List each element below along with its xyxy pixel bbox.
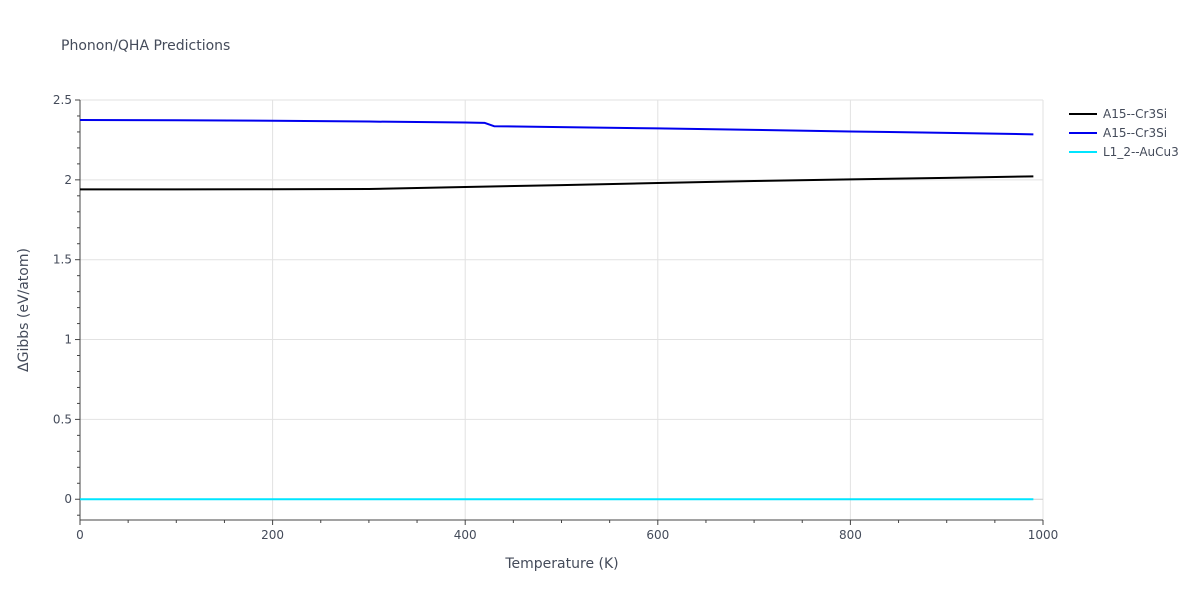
legend-label: L1_2--AuCu3 [1103,145,1179,159]
y-tick-label: 1 [64,333,72,347]
x-tick-label: 200 [261,528,284,542]
axes-layer: 0 200 400 600 800 1000 0 0.5 1 1.5 2 2.5 [53,93,1058,542]
legend-item-3[interactable]: L1_2--AuCu3 [1069,145,1179,159]
x-tick-label: 400 [454,528,477,542]
y-tick-label: 2 [64,173,72,187]
y-tick-label: 0.5 [53,412,72,426]
x-tick-label: 600 [646,528,669,542]
chart-title: Phonon/QHA Predictions [61,38,230,54]
legend[interactable]: A15--Cr3Si A15--Cr3Si L1_2--AuCu3 [1069,107,1179,159]
legend-label: A15--Cr3Si [1103,126,1167,140]
y-tick-label: 1.5 [53,253,72,267]
series-line-2[interactable] [79,118,1034,136]
legend-item-1[interactable]: A15--Cr3Si [1069,107,1167,121]
y-tick-label: 0 [64,492,72,506]
x-tick-label: 1000 [1028,528,1059,542]
y-tick-label: 2.5 [53,93,72,107]
series-line-1[interactable] [80,175,1034,191]
y-axis-title: ΔGibbs (eV/atom) [16,248,32,372]
legend-item-2[interactable]: A15--Cr3Si [1069,126,1167,140]
grid-layer [80,99,1044,520]
x-axis-title: Temperature (K) [504,556,618,572]
series-layer [79,118,1034,501]
x-tick-label: 0 [76,528,84,542]
x-tick-label: 800 [839,528,862,542]
legend-label: A15--Cr3Si [1103,107,1167,121]
